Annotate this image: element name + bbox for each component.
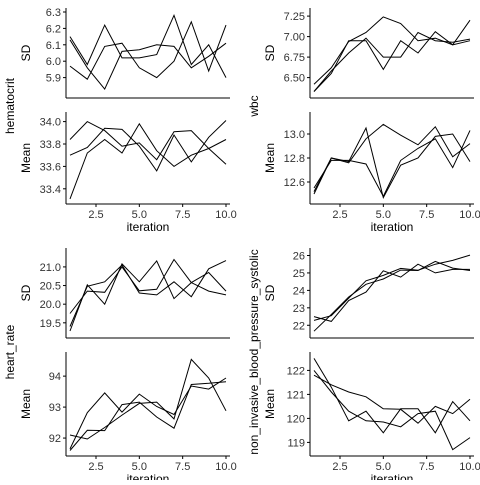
panel-non_invasive_blood_pressure_systolic-sd: 22 23 24 25 26 SD (263, 248, 474, 339)
series-line-3 (313, 374, 471, 424)
panel-wbc-mean: 12.6 12.8 13.0 2.5 5.0 7.5 10.0 iteration Mean (263, 112, 480, 234)
series-line-2 (69, 120, 227, 172)
y-tick-label: 6.3 (46, 7, 61, 19)
x-tick-label: 5.0 (132, 209, 147, 221)
x-tick-label: 10.0 (215, 209, 236, 221)
y-tick-label: 33.6 (40, 161, 61, 173)
x-tick-label: 2.5 (88, 461, 103, 473)
series-line-3 (69, 39, 227, 91)
series-line-1 (69, 358, 227, 440)
series-line-2 (313, 370, 471, 451)
panel-hematocrit-sd: 5.9 6.0 6.1 6.2 6.3 SD (19, 7, 230, 99)
series-line-3 (313, 263, 470, 322)
y-tick-label: 21.0 (40, 262, 61, 274)
y-tick-label: 24 (293, 285, 305, 297)
y-tick-label: 12.6 (284, 177, 305, 189)
panel-wbc-sd: 6.50 6.75 7.00 7.25 SD (263, 8, 474, 99)
series-line-3 (69, 377, 227, 450)
series-line-1 (69, 13, 227, 78)
plot-root: 5.9 6.0 6.1 6.2 6.3 SD 33.4 33.6 33.8 34.0 2.5 5.0 7… (3, 7, 480, 485)
x-axis-label: iteration (371, 472, 414, 480)
x-tick-label: 2.5 (332, 461, 347, 473)
x-axis-label: iteration (127, 472, 170, 480)
y-tick-label: 23 (293, 303, 305, 315)
y-tick-label: 7.25 (284, 11, 305, 23)
y-axis-label: Mean (263, 143, 277, 173)
series-line-1 (313, 16, 471, 85)
series-line-1 (313, 254, 471, 321)
series-line-1 (313, 130, 471, 198)
x-axis-label: iteration (371, 220, 414, 234)
y-tick-label: 6.50 (284, 73, 305, 85)
y-tick-label: 25 (293, 268, 305, 280)
x-tick-label: 7.5 (419, 209, 434, 221)
panel-heart_rate-mean: 92 93 94 2.5 5.0 7.5 10.0 iteration Mean (19, 352, 237, 485)
x-tick-label: 7.5 (175, 209, 190, 221)
y-tick-label: 33.8 (40, 139, 61, 151)
y-tick-label: 6.0 (46, 56, 61, 68)
y-tick-label: 120 (287, 413, 305, 425)
x-tick-label: 10.0 (459, 461, 480, 473)
x-tick-label: 7.5 (175, 461, 190, 473)
y-tick-label: 5.9 (46, 73, 61, 85)
y-axis-label: SD (19, 284, 33, 301)
group-label-non_invasive_blood_pressure_systolic: non_invasive_blood_pressure_systolic (247, 249, 261, 454)
group-label-hematocrit: hematocrit (3, 77, 17, 134)
series-line-1 (313, 358, 471, 434)
y-axis-label: SD (263, 44, 277, 61)
y-tick-label: 22 (293, 320, 305, 332)
x-tick-label: 10.0 (215, 461, 236, 473)
y-tick-label: 20.0 (40, 299, 61, 311)
series-line-1 (69, 260, 227, 327)
series-line-3 (69, 122, 227, 200)
y-tick-label: 6.1 (46, 40, 61, 52)
y-tick-label: 13.0 (284, 129, 305, 141)
series-line-2 (313, 260, 471, 332)
x-tick-label: 2.5 (332, 209, 347, 221)
y-tick-label: 94 (49, 371, 61, 383)
series-line-3 (69, 259, 227, 332)
panel-non_invasive_blood_pressure_systolic-mean: 119 120 121 122 2.5 5.0 7.5 10.0 iteration Mean (263, 352, 480, 485)
series-line-3 (313, 126, 471, 199)
x-tick-label: 5.0 (376, 209, 391, 221)
y-tick-label: 6.2 (46, 23, 61, 35)
y-tick-label: 119 (287, 437, 305, 449)
x-tick-label: 5.0 (132, 461, 147, 473)
panel-heart_rate-sd: 19.5 20.0 20.5 21.0 SD (19, 248, 230, 339)
x-tick-label: 5.0 (376, 461, 391, 473)
y-tick-label: 92 (49, 433, 61, 445)
x-tick-label: 10.0 (459, 209, 480, 221)
y-axis-label: Mean (263, 389, 277, 419)
y-axis-label: SD (263, 284, 277, 301)
y-tick-label: 93 (49, 402, 61, 414)
y-tick-label: 122 (287, 365, 305, 377)
x-tick-label: 2.5 (88, 209, 103, 221)
series-line-1 (69, 120, 227, 165)
y-axis-label: Mean (19, 389, 33, 419)
y-tick-label: 121 (287, 389, 305, 401)
group-label-wbc: wbc (247, 95, 261, 117)
series-line-2 (69, 381, 227, 451)
x-tick-label: 7.5 (419, 461, 434, 473)
y-axis-label: Mean (19, 143, 33, 173)
y-tick-label: 12.8 (284, 153, 305, 165)
y-tick-label: 20.5 (40, 281, 61, 293)
group-label-heart_rate: heart_rate (3, 324, 17, 379)
y-tick-label: 6.75 (284, 52, 305, 64)
y-tick-label: 34.0 (40, 117, 61, 129)
series-line-2 (313, 123, 471, 195)
y-tick-label: 33.4 (40, 184, 61, 196)
y-tick-label: 26 (293, 250, 305, 262)
panel-hematocrit-mean: 33.4 33.6 33.8 34.0 2.5 5.0 7.5 10.0 iteration Me… (19, 112, 237, 234)
series-line-2 (69, 20, 227, 80)
y-tick-label: 7.00 (284, 32, 305, 44)
y-tick-label: 19.5 (40, 318, 61, 330)
series-line-2 (313, 19, 471, 92)
series-line-3 (313, 31, 471, 92)
series-line-2 (69, 258, 227, 314)
x-axis-label: iteration (127, 220, 170, 234)
y-axis-label: SD (19, 44, 33, 61)
